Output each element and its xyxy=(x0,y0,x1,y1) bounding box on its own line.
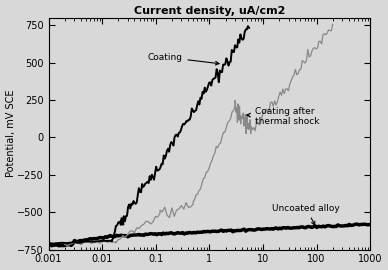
Title: Current density, uA/cm2: Current density, uA/cm2 xyxy=(134,6,285,16)
Y-axis label: Potential, mV SCE: Potential, mV SCE xyxy=(5,90,16,177)
Text: Coating: Coating xyxy=(147,53,219,65)
Text: Coating after
thermal shock: Coating after thermal shock xyxy=(247,107,319,126)
Text: Uncoated alloy: Uncoated alloy xyxy=(272,204,340,225)
